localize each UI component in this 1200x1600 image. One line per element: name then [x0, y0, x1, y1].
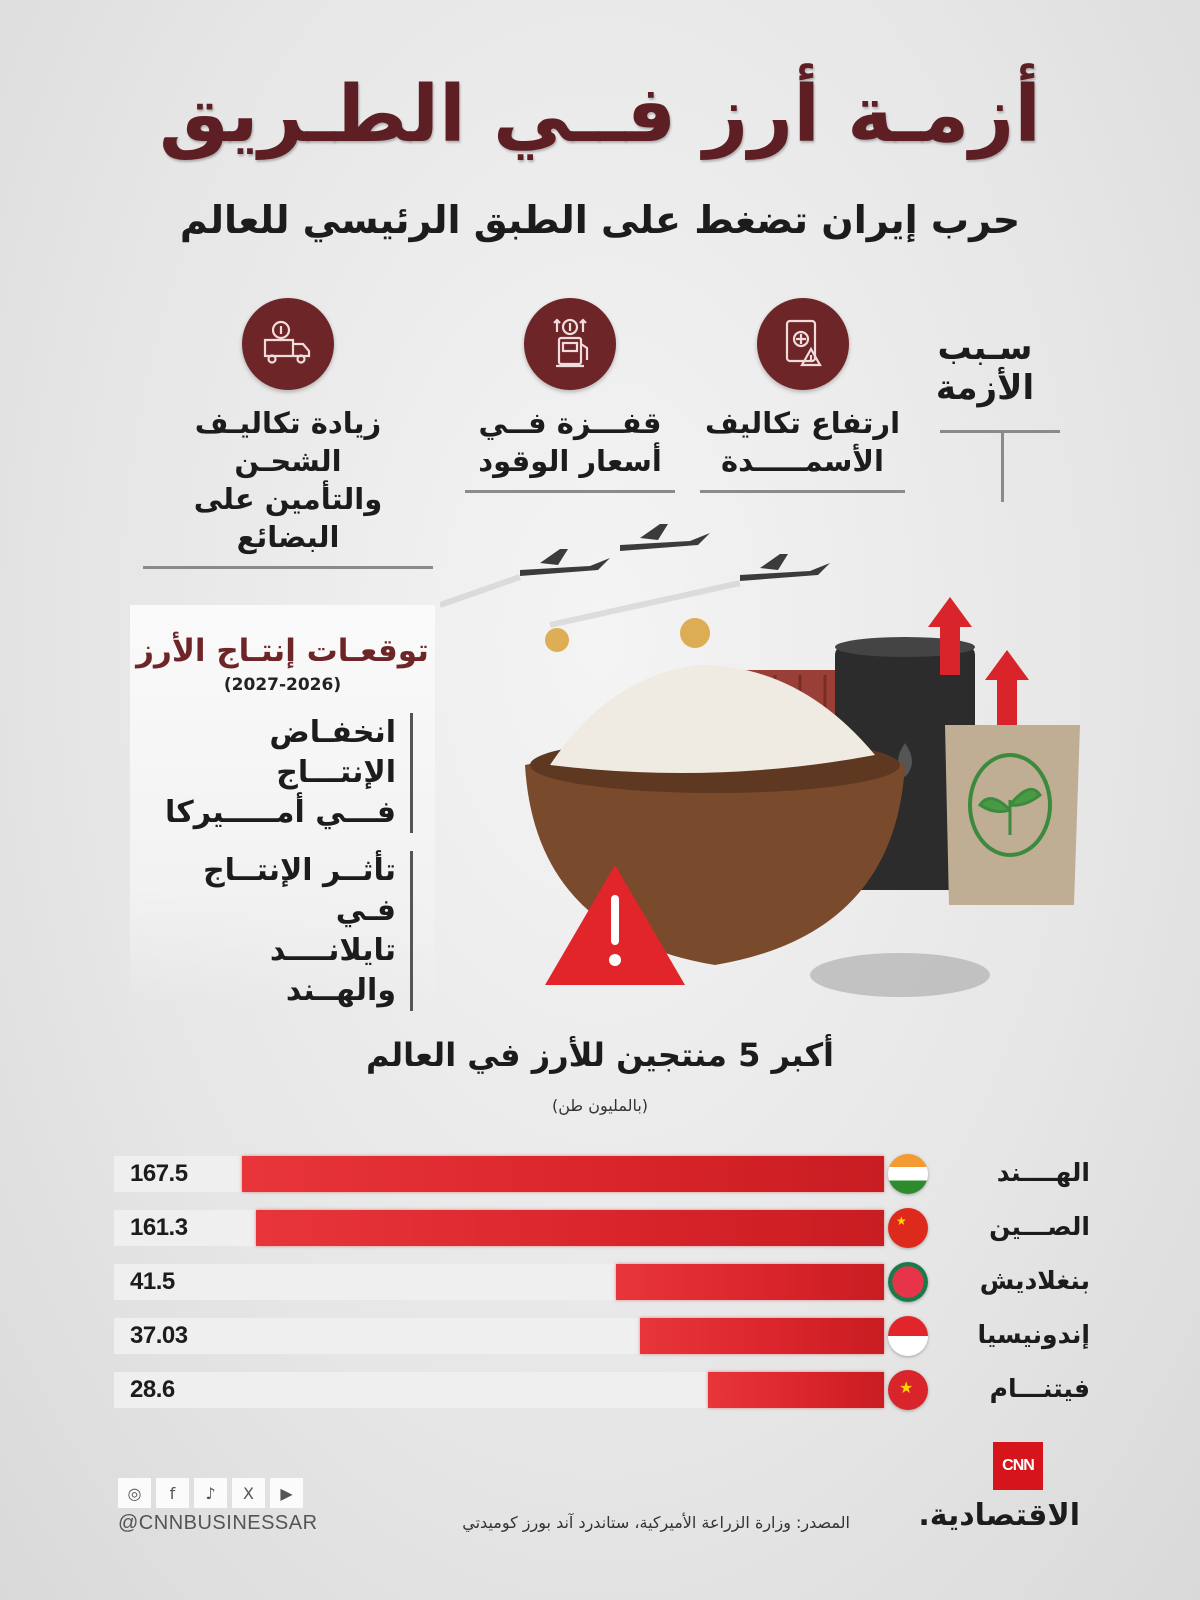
youtube-icon[interactable]: ▶ [270, 1478, 303, 1508]
indonesia-flag-icon [888, 1316, 928, 1356]
bar-value: 161.3 [130, 1214, 188, 1241]
country-label: الهــــند [996, 1158, 1090, 1187]
cause-line: والتأمين على البضائع [193, 482, 383, 554]
crisis-illustration [439, 515, 1080, 1015]
fuel-pump-dollar-icon [524, 298, 616, 390]
tiktok-icon[interactable]: ♪ [194, 1478, 227, 1508]
cause-rule [465, 490, 675, 493]
bangladesh-flag-icon [888, 1262, 928, 1302]
source-note: المصدر: وزارة الزراعة الأميركية، ستاندرد… [462, 1513, 850, 1532]
country-label: إندونيسيا [977, 1320, 1090, 1349]
forecast-line: تأثــر الإنتــاج فـي [203, 853, 396, 928]
cracked-ground-icon [810, 953, 990, 997]
cause-line: الأسمـــــدة [721, 444, 884, 478]
social-handle[interactable]: @CNNBUSINESSAR [118, 1512, 318, 1534]
bar-row-china: 161.3 ★ الصـــين [110, 1208, 1090, 1248]
forecast-years: (2027-2026) [223, 675, 342, 695]
india-flag-icon [888, 1154, 928, 1194]
cause-line: زيادة تكاليـف الشحـن [194, 406, 382, 478]
forecast-item: انخفـاض الإنتـــاج فـــي أمـــــيركا [152, 713, 413, 833]
country-label: الصـــين [989, 1212, 1090, 1241]
forecast-line: تايلانــــد والهــند [269, 933, 396, 1008]
page-subtitle: حرب إيران تضغط على الطبق الرئيسي للعالم [179, 198, 1021, 242]
explosion-icon [680, 618, 710, 648]
explosion-icon [545, 628, 569, 652]
x-icon[interactable]: X [232, 1478, 265, 1508]
causes-connector [1001, 430, 1004, 502]
forecast-panel: توقعـات إنتـاج الأرز (2027-2026) انخفـاض… [130, 605, 435, 1011]
cnn-logo: CNN [993, 1442, 1043, 1490]
fertilizer-sack-icon [945, 725, 1080, 905]
chart-unit: (بالمليون طن) [551, 1096, 649, 1115]
up-arrow-icon [985, 650, 1029, 728]
brand-wordmark: الاقتصادية. [918, 1498, 1080, 1533]
cause-text: ارتفاع تكاليف الأسمـــــدة [700, 404, 905, 480]
causes-label: سـبب الأزمة [935, 328, 1035, 408]
fighter-jets-icon [439, 524, 830, 628]
bar-value: 167.5 [130, 1160, 188, 1187]
forecast-line: فـــي أمـــــيركا [165, 795, 396, 830]
cause-text: قفـــزة فــي أسعار الوقود [465, 404, 675, 480]
bar [256, 1210, 884, 1246]
bar-row-vietnam: 28.6 ★ فيتنـــام [110, 1370, 1090, 1410]
delivery-truck-dollar-icon [242, 298, 334, 390]
cause-shipping: زيادة تكاليـف الشحـن والتأمين على البضائ… [143, 298, 433, 569]
bar [616, 1264, 884, 1300]
facebook-icon[interactable]: f [156, 1478, 189, 1508]
instagram-icon[interactable]: ◎ [118, 1478, 151, 1508]
chart-title: أكبر 5 منتجين للأرز في العالم [365, 1036, 835, 1074]
cause-text: زيادة تكاليـف الشحـن والتأمين على البضائ… [143, 404, 433, 556]
bar-value: 37.03 [130, 1322, 188, 1349]
cause-line: أسعار الوقود [478, 444, 662, 478]
page-title: أزمـة أرز فــي الطـريق [159, 70, 1041, 160]
causes-divider [940, 430, 1060, 433]
cause-rule [143, 566, 433, 569]
vietnam-flag-icon: ★ [888, 1370, 928, 1410]
bar [708, 1372, 884, 1408]
bar-value: 28.6 [130, 1376, 175, 1403]
forecast-line: انخفـاض الإنتـــاج [269, 715, 396, 790]
cause-fuel: قفـــزة فــي أسعار الوقود [465, 298, 675, 493]
country-label: بنغلاديش [979, 1266, 1090, 1295]
bar [242, 1156, 884, 1192]
cause-line: ارتفاع تكاليف [704, 406, 901, 440]
cause-line: قفـــزة فــي [478, 406, 662, 440]
bar-row-indonesia: 37.03 إندونيسيا [110, 1316, 1090, 1356]
up-arrow-icon [928, 597, 972, 675]
social-links: ◎ f ♪ X ▶ [118, 1478, 303, 1508]
bar-row-india: 167.5 الهــــند [110, 1154, 1090, 1194]
bar [640, 1318, 884, 1354]
bar-row-bangladesh: 41.5 بنغلاديش [110, 1262, 1090, 1302]
fertilizer-bag-alert-icon [756, 298, 849, 390]
forecast-title: توقعـات إنتـاج الأرز [136, 633, 429, 669]
cause-fertilizer: ارتفاع تكاليف الأسمـــــدة [700, 298, 905, 493]
bar-value: 41.5 [130, 1268, 175, 1295]
forecast-item: تأثــر الإنتــاج فـي تايلانــــد والهــن… [152, 851, 413, 1011]
china-flag-icon: ★ [888, 1208, 928, 1248]
cause-rule [700, 490, 905, 493]
country-label: فيتنـــام [989, 1374, 1090, 1403]
